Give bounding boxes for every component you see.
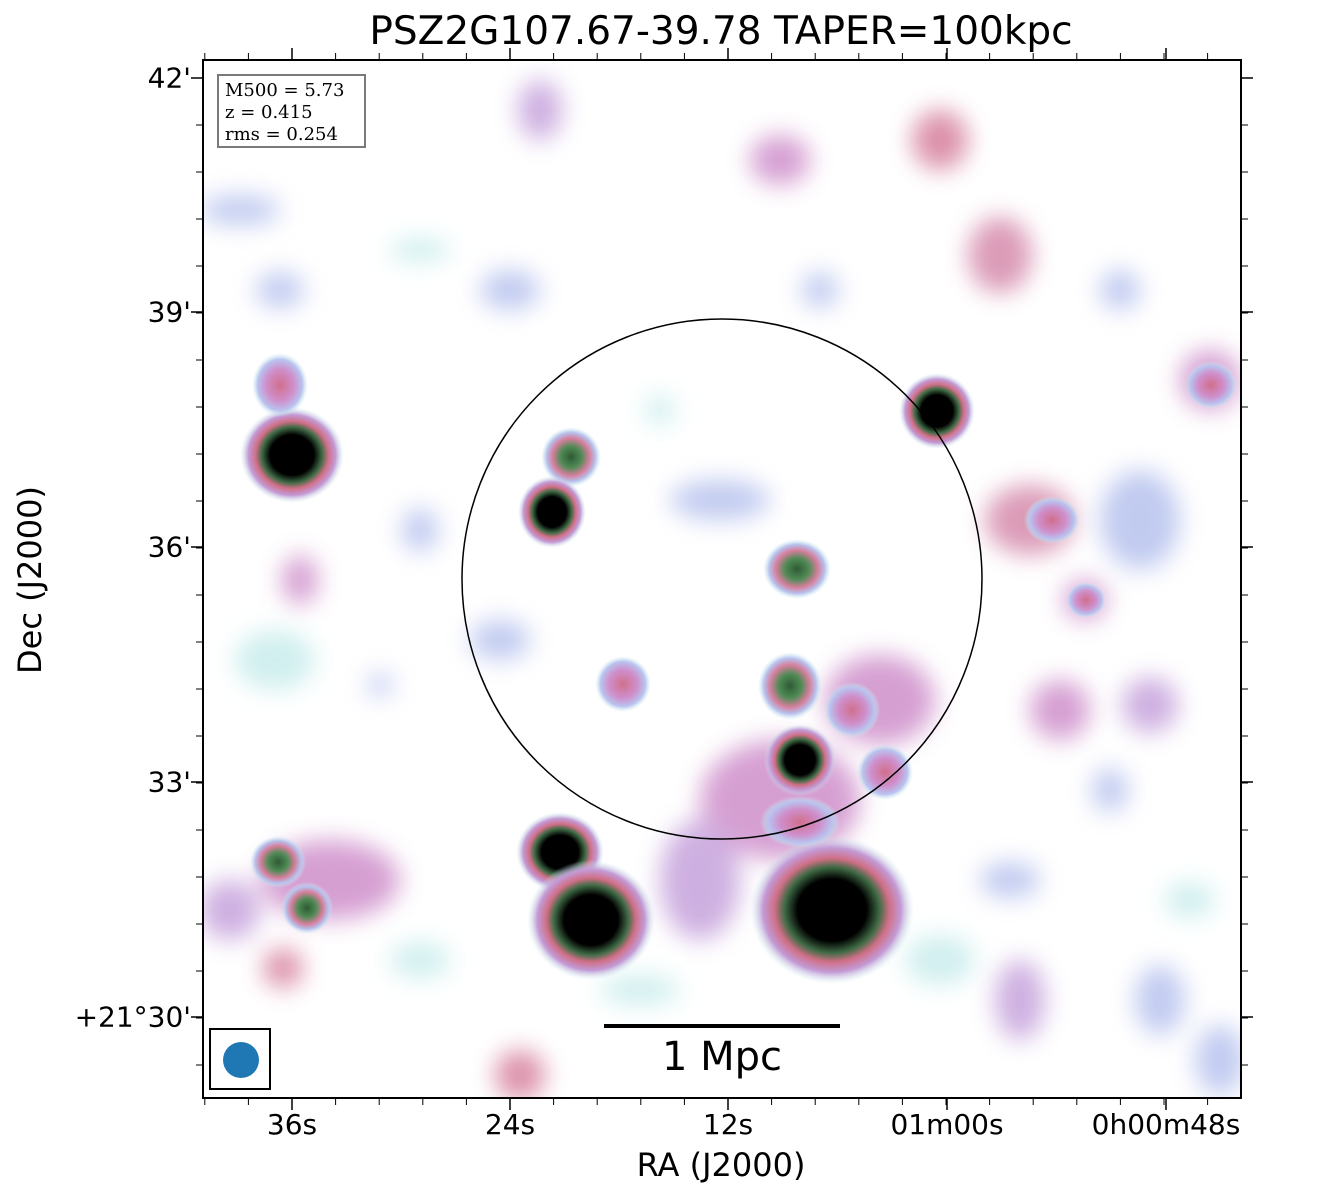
radio-emission-map	[203, 60, 1241, 1098]
mass-value: M500 = 5.73	[225, 80, 345, 101]
x-tick-label: 24s	[484, 1108, 536, 1141]
beam-ellipse	[223, 1042, 259, 1078]
scale-bar-label: 1 Mpc	[661, 1034, 783, 1080]
y-tick-label: 36'	[147, 530, 191, 564]
cluster-info-box: M500 = 5.73 z = 0.415 rms = 0.254	[217, 74, 366, 148]
plot-title: PSZ2G107.67-39.78 TAPER=100kpc	[369, 9, 1073, 54]
y-axis-label: Dec (J2000)	[11, 486, 49, 674]
x-tick-label: 01m00s	[890, 1108, 1004, 1141]
scale-bar	[604, 1024, 840, 1028]
x-tick-label: 36s	[266, 1108, 318, 1141]
y-tick-label: 39'	[147, 295, 191, 329]
minor-ticks	[196, 53, 1248, 1105]
beam-box	[209, 1028, 271, 1090]
x-tick-label: 12s	[702, 1108, 754, 1141]
x-axis-label: RA (J2000)	[636, 1146, 806, 1184]
r500-circle	[461, 318, 983, 840]
x-tick-label: 0h00m48s	[1091, 1108, 1241, 1141]
y-tick-label: +21°30'	[74, 1000, 191, 1034]
y-tick-label: 42'	[147, 61, 191, 95]
y-tick-label: 33'	[147, 765, 191, 799]
point-sources	[240, 353, 1237, 984]
plot-frame	[202, 59, 1242, 1099]
rms-value: rms = 0.254	[225, 124, 338, 145]
redshift-value: z = 0.415	[225, 102, 313, 123]
